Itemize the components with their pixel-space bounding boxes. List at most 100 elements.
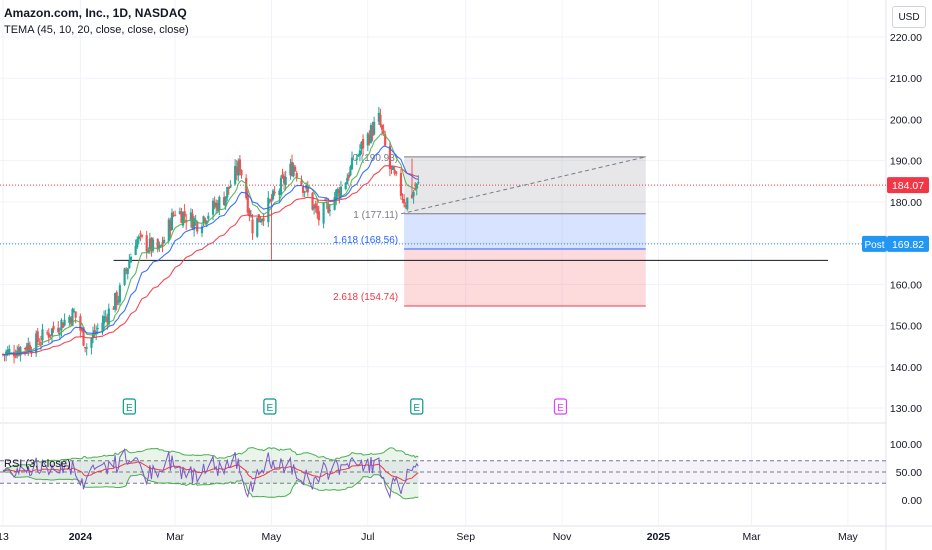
earnings-marker[interactable] [263,398,277,415]
candle-body[interactable] [68,316,71,323]
candle-body[interactable] [412,192,415,197]
candle-body[interactable] [24,348,27,350]
candle-body[interactable] [240,170,243,176]
candle-body[interactable] [101,322,104,331]
candle-body[interactable] [391,166,395,170]
candle-body[interactable] [350,157,354,170]
tema-line-0[interactable] [3,165,419,356]
candle-body[interactable] [249,216,253,218]
candle-body[interactable] [373,121,376,135]
candle-body[interactable] [27,343,30,352]
candle-body[interactable] [279,177,283,194]
candle-body[interactable] [93,330,96,335]
candle-body[interactable] [159,245,163,247]
candle-body[interactable] [237,161,240,176]
candle-body[interactable] [229,185,232,188]
candle-body[interactable] [251,219,254,234]
candle-body[interactable] [200,226,204,234]
candle-body[interactable] [196,221,199,232]
candle-body[interactable] [115,292,118,306]
candle-body[interactable] [95,331,98,334]
candle-body[interactable] [339,186,343,197]
candle-body[interactable] [8,348,11,352]
candle-body[interactable] [139,233,142,235]
candle-body[interactable] [158,245,161,248]
candle-body[interactable] [28,344,31,352]
candle-body[interactable] [30,351,33,353]
candle-body[interactable] [174,214,177,216]
candle-body[interactable] [162,239,166,243]
candle-body[interactable] [90,338,93,348]
candle-body[interactable] [371,126,374,137]
candle-body[interactable] [234,166,237,184]
candle-body[interactable] [126,268,129,274]
candle-body[interactable] [80,329,84,331]
candle-body[interactable] [344,182,347,190]
candle-body[interactable] [6,349,9,355]
candle-body[interactable] [128,260,131,269]
candle-body[interactable] [404,205,407,207]
candle-body[interactable] [369,125,373,143]
candle-body[interactable] [317,211,320,221]
candle-body[interactable] [395,171,398,174]
candle-body[interactable] [207,215,210,219]
candle-body[interactable] [148,238,151,249]
candle-body[interactable] [384,134,387,146]
rsi-legend[interactable]: RSI (3, close) [4,458,71,470]
candle-body[interactable] [399,172,403,196]
candle-body[interactable] [281,174,284,178]
candle-body[interactable] [382,130,385,133]
candle-body[interactable] [172,214,175,216]
candle-body[interactable] [257,214,260,223]
candle-body[interactable] [347,174,350,178]
candle-body[interactable] [137,236,140,240]
candle-body[interactable] [192,218,196,230]
candle-body[interactable] [145,235,148,252]
candle-body[interactable] [313,205,316,209]
candle-body[interactable] [96,328,99,330]
candle-body[interactable] [360,141,363,150]
candle-body[interactable] [368,134,371,144]
candle-body[interactable] [289,163,292,176]
candle-body[interactable] [39,342,43,344]
candle-body[interactable] [134,245,137,255]
candle-body[interactable] [271,190,275,200]
candle-body[interactable] [102,316,106,324]
candle-body[interactable] [270,198,273,202]
candle-body[interactable] [301,186,305,193]
indicator-legend[interactable]: TEMA (45, 10, 20, close, close, close) [4,24,189,36]
candle-body[interactable] [71,309,74,327]
candle-body[interactable] [410,194,414,198]
candle-body[interactable] [36,331,39,342]
candle-body[interactable] [273,191,276,194]
candle-body[interactable] [189,212,193,221]
candle-body[interactable] [246,194,249,213]
candle-body[interactable] [267,197,270,223]
candle-body[interactable] [35,333,38,354]
candle-body[interactable] [58,332,61,335]
candle-body[interactable] [226,186,229,198]
candle-body[interactable] [268,200,271,202]
candle-body[interactable] [25,346,28,351]
candle-body[interactable] [303,191,306,193]
candle-body[interactable] [403,199,406,204]
candle-body[interactable] [150,238,153,252]
candle-body[interactable] [314,203,317,208]
earnings-marker[interactable] [410,398,424,415]
candle-body[interactable] [284,176,287,185]
candle-body[interactable] [213,202,216,208]
candle-body[interactable] [74,311,77,318]
candle-body[interactable] [406,197,409,210]
candle-body[interactable] [346,177,349,185]
candle-body[interactable] [294,167,297,171]
candle-body[interactable] [238,159,241,171]
candle-body[interactable] [136,239,139,248]
candle-body[interactable] [401,198,404,200]
candle-body[interactable] [129,256,133,263]
candle-body[interactable] [215,202,218,208]
candle-body[interactable] [245,178,248,198]
candle-body[interactable] [72,310,76,312]
tema-line-1[interactable] [3,132,419,356]
candle-body[interactable] [335,189,338,200]
